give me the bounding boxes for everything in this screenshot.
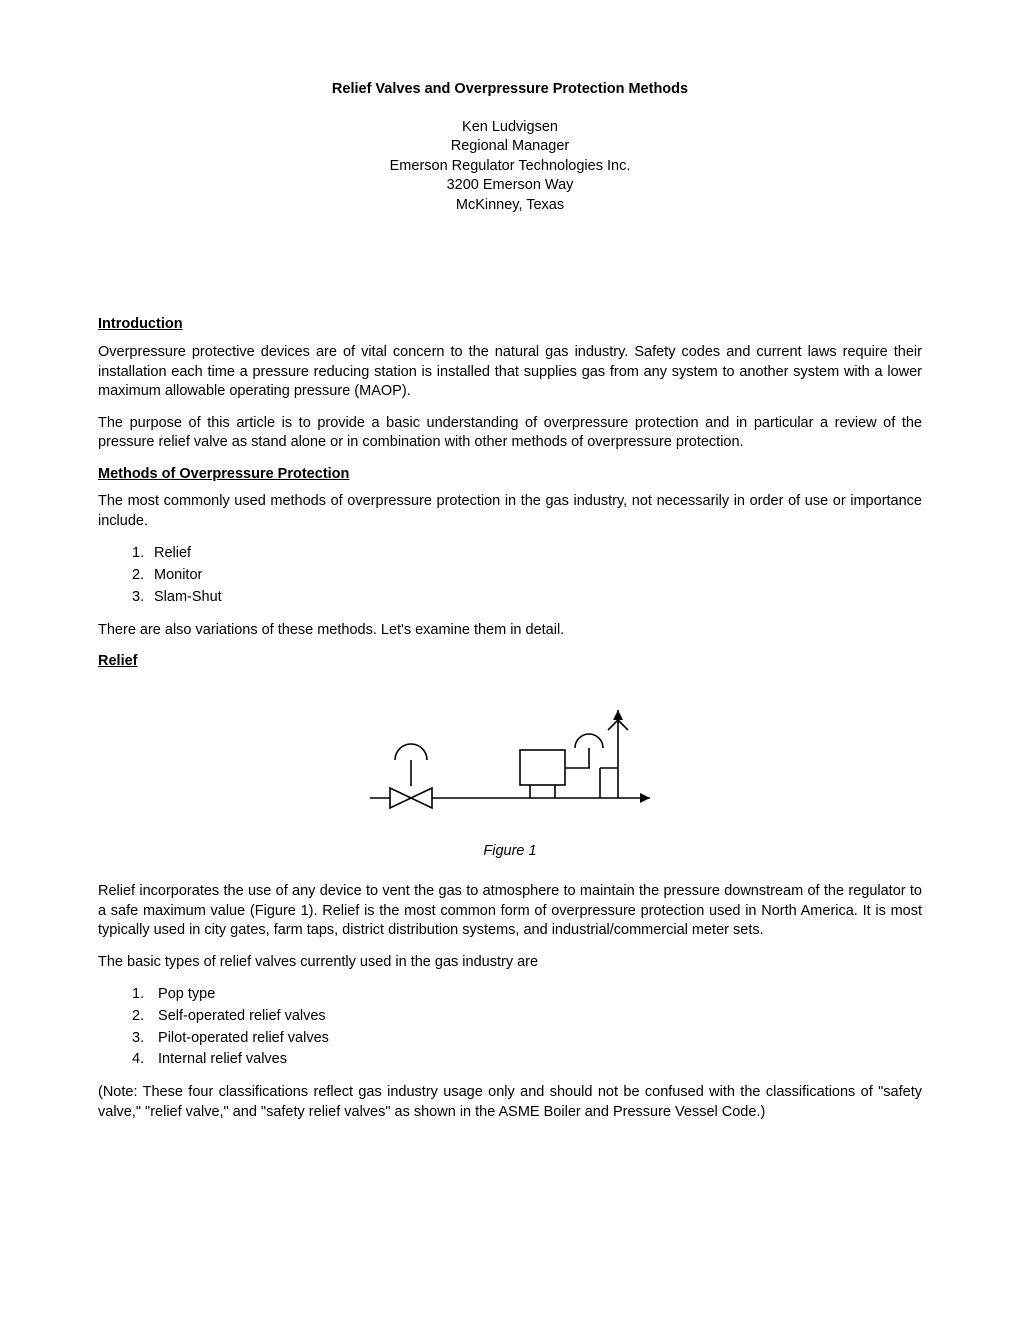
list-item: 4. Internal relief valves [132,1049,922,1071]
relief-heading: Relief [98,652,922,672]
author-address-1: 3200 Emerson Way [98,176,922,196]
author-address-2: McKinney, Texas [98,196,922,216]
list-item: 2. Self-operated relief valves [132,1006,922,1028]
methods-heading: Methods of Overpressure Protection [98,465,922,485]
list-item-label: Monitor [154,567,202,583]
figure-caption: Figure 1 [98,842,922,862]
relief-paragraph-2: The basic types of relief valves current… [98,953,922,973]
list-item: 2.Monitor [132,565,922,587]
list-item-label: Pilot-operated relief valves [158,1030,329,1046]
methods-list: 1.Relief 2.Monitor 3.Slam-Shut [98,543,922,608]
author-name: Ken Ludvigsen [98,118,922,138]
relief-note: (Note: These four classifications reflec… [98,1083,922,1122]
relief-paragraph-1: Relief incorporates the use of any devic… [98,882,922,941]
introduction-paragraph-1: Overpressure protective devices are of v… [98,343,922,402]
list-item-label: Slam-Shut [154,589,222,605]
list-item-label: Relief [154,545,191,561]
methods-paragraph-1: The most commonly used methods of overpr… [98,492,922,531]
relief-schematic-icon [350,690,670,830]
relief-list: 1. Pop type 2. Self-operated relief valv… [98,984,922,1071]
list-item: 1.Relief [132,543,922,565]
list-item: 3.Slam-Shut [132,587,922,609]
author-role: Regional Manager [98,137,922,157]
list-item-label: Pop type [158,986,215,1002]
list-item: 3. Pilot-operated relief valves [132,1028,922,1050]
list-item-label: Internal relief valves [158,1051,287,1067]
author-company: Emerson Regulator Technologies Inc. [98,157,922,177]
author-block: Ken Ludvigsen Regional Manager Emerson R… [98,118,922,216]
list-item-label: Self-operated relief valves [158,1008,326,1024]
methods-paragraph-2: There are also variations of these metho… [98,621,922,641]
introduction-heading: Introduction [98,315,922,335]
introduction-paragraph-2: The purpose of this article is to provid… [98,414,922,453]
relief-diagram [98,690,922,837]
document-title: Relief Valves and Overpressure Protectio… [98,80,922,100]
list-item: 1. Pop type [132,984,922,1006]
